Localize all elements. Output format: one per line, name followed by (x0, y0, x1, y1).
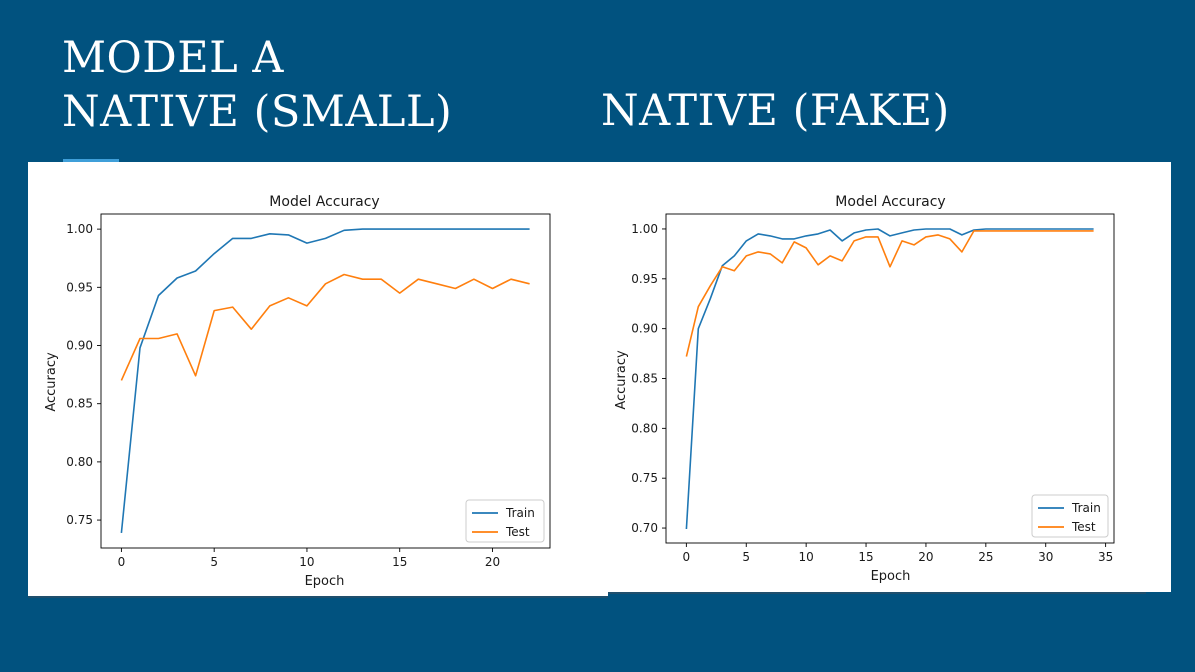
x-tick-label: 0 (118, 555, 126, 569)
x-tick-label: 10 (299, 555, 314, 569)
x-tick-label: 30 (1038, 550, 1053, 564)
series-line-train (120, 228, 530, 533)
y-tick-label: 0.85 (66, 397, 93, 411)
x-tick-label: 15 (858, 550, 873, 564)
left-accuracy-chart: Model Accuracy Epoch Accuracy 0 5 10 15 20 0.… (44, 194, 551, 589)
x-tick-label: 20 (918, 550, 933, 564)
x-tick-label: 15 (392, 555, 407, 569)
plot-frame (100, 213, 551, 549)
legend-label-train: Train (505, 506, 535, 520)
y-tick-label: 1.00 (631, 222, 658, 236)
legend-label-test: Test (505, 525, 530, 539)
series-line-train (685, 228, 1094, 530)
series-line-test (120, 273, 530, 381)
y-tick-label: 0.70 (631, 521, 658, 535)
y-tick-label: 0.75 (631, 471, 658, 485)
chart-legend: Train Test (465, 499, 545, 543)
chart-title: Model Accuracy (269, 194, 379, 210)
left-title-line-1: MODEL A (62, 33, 284, 83)
y-tick-label: 0.75 (66, 513, 93, 527)
left-slide-title: MODEL A NATIVE (SMALL) (62, 31, 452, 139)
y-axis-label: Accuracy (614, 350, 629, 410)
right-slide-title: NATIVE (FAKE) (601, 86, 950, 136)
x-tick-label: 25 (978, 550, 993, 564)
x-tick-label: 5 (210, 555, 218, 569)
y-tick-label: 0.80 (66, 455, 93, 469)
left-chart-panel: Model Accuracy Epoch Accuracy 0 5 10 15 20 0.… (28, 162, 608, 596)
legend-label-test: Test (1071, 520, 1096, 534)
left-panel-underline (28, 596, 608, 598)
chart-title: Model Accuracy (835, 194, 945, 210)
y-tick-label: 0.95 (66, 280, 93, 294)
x-axis-label: Epoch (305, 574, 345, 589)
legend-label-train: Train (1071, 501, 1101, 515)
right-panel-underline (608, 592, 1146, 594)
chart-legend: Train Test (1031, 494, 1109, 538)
x-tick-label: 5 (742, 550, 750, 564)
y-tick-label: 0.90 (66, 339, 93, 353)
plot-frame (665, 213, 1115, 544)
y-tick-label: 0.90 (631, 322, 658, 336)
y-tick-label: 0.95 (631, 272, 658, 286)
x-tick-label: 35 (1098, 550, 1113, 564)
right-chart-panel: Model Accuracy Epoch Accuracy 0 5 10 15 20 25… (608, 162, 1171, 592)
x-tick-label: 20 (485, 555, 500, 569)
x-tick-label: 0 (683, 550, 691, 564)
y-axis-label: Accuracy (44, 352, 59, 412)
y-tick-label: 1.00 (66, 222, 93, 236)
series-line-test (685, 230, 1094, 357)
x-tick-label: 10 (799, 550, 814, 564)
left-title-line-2: NATIVE (SMALL) (62, 87, 453, 137)
title-accent-bar (63, 159, 119, 162)
y-tick-label: 0.80 (631, 421, 658, 435)
x-axis-label: Epoch (871, 569, 911, 584)
y-tick-label: 0.85 (631, 372, 658, 386)
right-accuracy-chart: Model Accuracy Epoch Accuracy 0 5 10 15 20 25… (614, 194, 1115, 584)
